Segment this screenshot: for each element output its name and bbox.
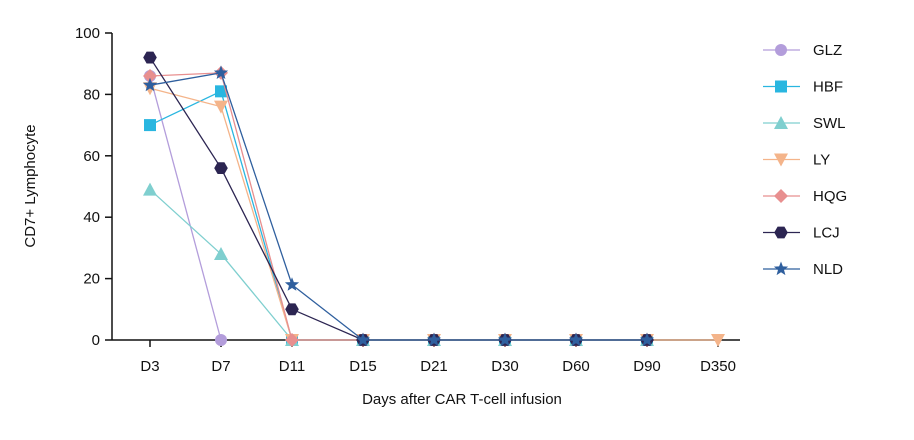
point-nld-d21 bbox=[426, 332, 442, 347]
series-hbf bbox=[144, 85, 653, 346]
y-tick-label-0: 0 bbox=[92, 332, 100, 349]
series-layer bbox=[142, 51, 725, 347]
point-swl-d3 bbox=[143, 182, 157, 196]
legend-marker-glz bbox=[775, 44, 787, 56]
x-tick-label-d3: D3 bbox=[140, 358, 159, 375]
point-nld-d90 bbox=[639, 332, 655, 347]
series-line-hqg bbox=[149, 72, 647, 341]
legend-marker-swl bbox=[774, 116, 788, 129]
x-tick-label-d7: D7 bbox=[211, 358, 230, 375]
point-lcj-d7 bbox=[214, 162, 228, 174]
point-hbf-d7 bbox=[215, 85, 227, 98]
legend-label-nld: NLD bbox=[813, 261, 843, 278]
point-lcj-d11 bbox=[285, 303, 299, 316]
legend-marker-hqg bbox=[774, 189, 788, 203]
legend-item-lcj: LCJ bbox=[763, 225, 840, 242]
x-tick-label-d30: D30 bbox=[491, 358, 519, 375]
y-ticks: 0 20 40 60 80 100 bbox=[75, 25, 112, 349]
series-glz bbox=[144, 69, 227, 346]
legend-marker-nld bbox=[773, 261, 789, 276]
legend-label-lcj: LCJ bbox=[813, 225, 840, 242]
axes bbox=[111, 33, 740, 341]
x-ticks: D3 D7 D11 D15 D21 D30 D60 D90 D350 bbox=[140, 340, 736, 375]
y-tick-label-20: 20 bbox=[83, 271, 100, 288]
point-nld-d30 bbox=[497, 332, 513, 347]
point-nld-d3 bbox=[142, 77, 158, 92]
legend-item-hbf: HBF bbox=[763, 79, 843, 96]
x-tick-label-d350: D350 bbox=[700, 358, 736, 375]
x-tick-label-d15: D15 bbox=[349, 358, 377, 375]
legend-label-hbf: HBF bbox=[813, 79, 843, 96]
x-tick-label-d90: D90 bbox=[633, 358, 661, 375]
point-glz-d7 bbox=[215, 334, 227, 346]
legend-marker-hbf bbox=[775, 80, 787, 93]
point-nld-d11 bbox=[284, 277, 300, 291]
legend-label-glz: GLZ bbox=[813, 42, 842, 59]
y-tick-label-100: 100 bbox=[75, 25, 100, 42]
x-tick-label-d21: D21 bbox=[420, 358, 448, 375]
x-tick-label-d11: D11 bbox=[279, 358, 305, 375]
legend-item-glz: GLZ bbox=[763, 42, 842, 59]
legend-label-hqg: HQG bbox=[813, 188, 847, 205]
legend: GLZ HBF SWL LY HQG LCJ NLD bbox=[763, 42, 847, 278]
point-hbf-d3 bbox=[144, 119, 156, 132]
legend-marker-lcj bbox=[774, 226, 788, 239]
point-nld-d15 bbox=[355, 332, 371, 347]
legend-label-swl: SWL bbox=[813, 115, 846, 132]
legend-marker-ly bbox=[774, 153, 788, 167]
point-nld-d60 bbox=[568, 332, 584, 347]
y-tick-label-40: 40 bbox=[83, 209, 100, 226]
point-lcj-d3 bbox=[143, 51, 157, 64]
series-swl bbox=[143, 182, 654, 346]
point-hqg-d11 bbox=[285, 333, 299, 347]
legend-item-hqg: HQG bbox=[763, 188, 847, 205]
series-line-glz bbox=[149, 75, 222, 341]
y-tick-label-60: 60 bbox=[83, 148, 100, 165]
legend-item-swl: SWL bbox=[763, 115, 846, 132]
legend-item-nld: NLD bbox=[763, 261, 843, 278]
series-line-lcj bbox=[149, 57, 647, 341]
series-nld bbox=[142, 65, 655, 347]
series-line-hbf bbox=[149, 90, 647, 341]
point-hqg-d3 bbox=[143, 68, 157, 83]
point-nld-d7 bbox=[213, 65, 229, 79]
point-swl-d7 bbox=[214, 247, 228, 261]
series-line-swl bbox=[149, 189, 647, 341]
point-ly-d7 bbox=[214, 100, 228, 114]
y-axis-title: CD7+ Lymphocyte bbox=[22, 124, 39, 247]
x-tick-label-d60: D60 bbox=[562, 358, 590, 375]
y-tick-label-80: 80 bbox=[83, 86, 100, 103]
x-axis-title: Days after CAR T-cell infusion bbox=[362, 391, 562, 408]
point-ly-d350 bbox=[711, 334, 725, 347]
legend-item-ly: LY bbox=[763, 152, 830, 169]
legend-label-ly: LY bbox=[813, 152, 830, 169]
series-line-nld bbox=[149, 72, 647, 341]
